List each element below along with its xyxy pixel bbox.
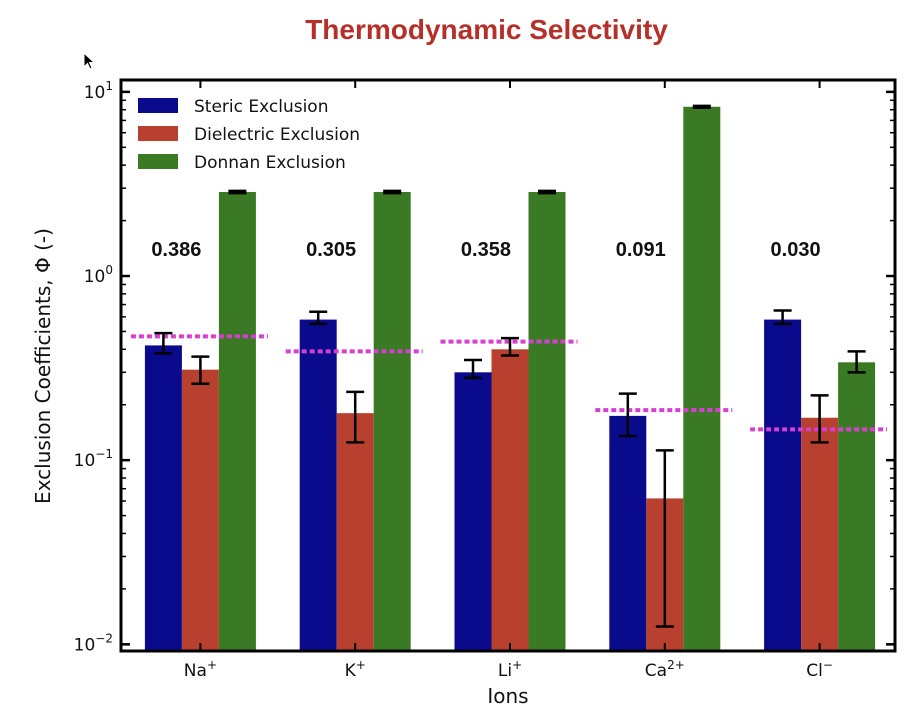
error-bar [228,189,247,195]
bar-donnan-na [218,191,256,651]
plot-frame [119,78,897,653]
x-tick-label-sup: + [207,658,217,672]
bar-steric-na [144,345,182,651]
bar-dielectric-k [336,413,374,651]
bar-steric-li [454,372,492,651]
selectivity-annotation: 0.358 [461,239,511,261]
selectivity-annotation: 0.386 [151,239,201,261]
selectivity-annotation: 0.030 [771,239,821,261]
legend: Steric Exclusion Dielectric Exclusion Donn… [138,97,360,173]
x-tick-label-base: Na [184,661,207,681]
bar-dielectric-li [491,349,529,651]
selectivity-annotation: 0.305 [306,239,356,261]
legend-swatch-dielectric [138,126,178,141]
error-bar [383,189,402,195]
y-tick-label-exp: −1 [95,447,113,461]
error-bar [773,309,792,326]
error-bar [191,355,210,386]
y-tick-label: 101 [84,79,113,103]
legend-swatch-donnan [138,154,178,169]
x-tick-label-base: K [345,661,357,681]
x-tick-label: Na+ [184,658,217,681]
legend-label: Dielectric Exclusion [194,125,360,145]
error-bar [538,189,556,195]
x-tick-label-base: Cl [806,661,823,681]
error-bar [810,394,829,444]
y-tick-label-exp: 0 [105,263,113,277]
y-tick-label: 10−2 [74,631,113,655]
error-bar [154,331,173,355]
bar-steric-k [299,319,337,651]
legend-swatch-steric [138,98,178,113]
selectivity-annotation: 0.091 [616,239,666,261]
bar-donnan-k [373,191,411,651]
y-tick-label-base: 10 [84,267,106,287]
error-bar [464,358,482,380]
bar-steric-cl [764,319,802,651]
legend-label: Donnan Exclusion [194,153,346,173]
error-bar [309,310,328,326]
x-tick-label: K+ [345,658,366,681]
error-bar [692,104,711,109]
x-tick-label-base: Ca [645,661,667,681]
x-tick-label: Li+ [498,658,522,681]
y-axis-label: Exclusion Coefficients, Φ (-) [31,228,55,504]
x-axis-label: Ions [487,684,528,708]
bars-layer [144,106,876,651]
y-tick-label-exp: −2 [95,631,113,645]
error-bar [618,392,637,438]
error-bar [501,336,519,357]
y-tick-label-base: 10 [74,451,96,471]
error-bars-layer [154,104,866,628]
bar-dielectric-cl [801,417,839,651]
error-bar [847,350,866,374]
x-tick-label-sup: + [512,658,522,672]
x-tick-label-base: Li [498,661,512,681]
chart-title: Thermodynamic Selectivity [305,14,668,45]
mouse-cursor-icon [83,52,96,70]
legend-label: Steric Exclusion [194,97,328,117]
x-tick-label-sup: − [823,658,833,672]
bar-donnan-cl [838,362,876,651]
bar-donnan-ca [683,106,721,651]
y-tick-label-base: 10 [74,635,96,655]
x-tick-label: Cl− [806,658,833,681]
y-tick-label-base: 10 [84,83,106,103]
y-tick-label: 100 [84,263,113,287]
y-tick-label: 10−1 [74,447,113,471]
x-tick-label: Ca2+ [645,658,685,681]
bar-donnan-li [528,191,566,651]
x-tick-label-sup: + [356,658,366,672]
bar-steric-ca [609,415,647,651]
x-tick-label-sup: 2+ [667,658,685,672]
bar-dielectric-na [181,369,219,651]
error-bar [655,449,674,628]
annotations-layer: 0.386 0.305 0.358 0.091 0.030 [151,239,820,261]
y-tick-label-exp: 1 [105,79,113,93]
error-bar [346,390,365,444]
